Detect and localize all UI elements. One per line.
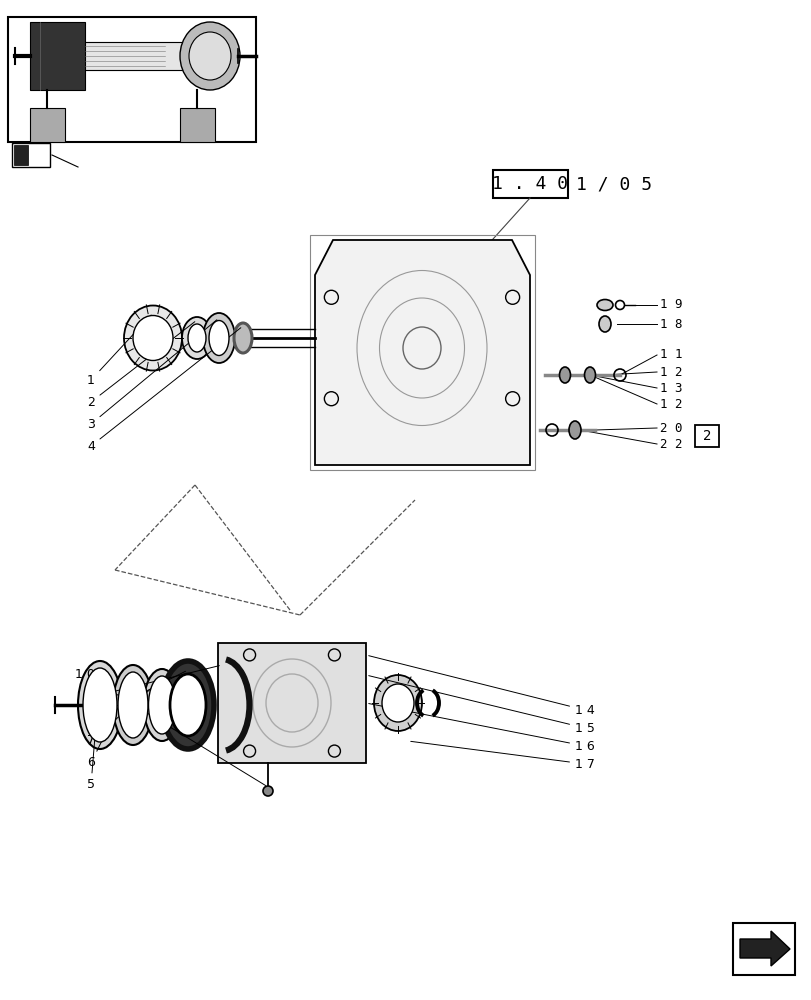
Text: 2 0: 2 0	[659, 422, 682, 434]
Ellipse shape	[113, 665, 152, 745]
Text: 1 1: 1 1	[659, 349, 682, 361]
Ellipse shape	[148, 676, 175, 734]
Ellipse shape	[584, 367, 594, 383]
Ellipse shape	[203, 313, 234, 363]
Text: 3: 3	[87, 320, 217, 430]
Text: 1 4: 1 4	[368, 656, 594, 716]
Bar	[694, 425, 718, 447]
Ellipse shape	[162, 661, 214, 749]
Text: 9: 9	[87, 666, 219, 704]
Text: 1 / 0 5: 1 / 0 5	[575, 175, 651, 193]
Ellipse shape	[118, 672, 148, 738]
Text: 1 7: 1 7	[410, 741, 594, 770]
Text: 1 8: 1 8	[659, 318, 682, 330]
Bar	[732, 923, 794, 975]
Ellipse shape	[182, 317, 212, 359]
Ellipse shape	[83, 668, 117, 742]
Text: 1 5: 1 5	[368, 676, 594, 734]
Ellipse shape	[189, 32, 230, 80]
Text: 5: 5	[87, 678, 100, 791]
Ellipse shape	[208, 320, 229, 356]
Ellipse shape	[234, 323, 251, 353]
Ellipse shape	[599, 316, 610, 332]
Text: 4: 4	[87, 328, 241, 452]
Bar	[30, 22, 85, 90]
Text: 1 . 4 0: 1 . 4 0	[491, 175, 568, 193]
Bar	[310, 235, 534, 470]
Polygon shape	[14, 145, 28, 165]
Text: 2 2: 2 2	[659, 438, 682, 450]
Polygon shape	[180, 108, 215, 142]
Ellipse shape	[180, 22, 240, 90]
Polygon shape	[315, 240, 530, 465]
Polygon shape	[30, 108, 65, 142]
Ellipse shape	[188, 324, 206, 352]
Bar	[12, 143, 50, 167]
Ellipse shape	[133, 316, 173, 360]
Text: 8: 8	[87, 671, 185, 725]
Circle shape	[263, 786, 272, 796]
Bar	[8, 17, 255, 142]
Text: 1 2: 1 2	[659, 397, 682, 410]
Polygon shape	[739, 931, 789, 966]
Text: 7: 7	[87, 681, 160, 747]
Ellipse shape	[78, 661, 122, 749]
Ellipse shape	[124, 306, 182, 370]
Bar	[217, 643, 366, 763]
Ellipse shape	[569, 421, 581, 439]
Ellipse shape	[381, 684, 414, 722]
Text: 1: 1	[87, 315, 151, 386]
Text: 6: 6	[87, 679, 131, 770]
Text: 1 6: 1 6	[368, 704, 594, 752]
Text: 1 2: 1 2	[659, 365, 682, 378]
Ellipse shape	[559, 367, 570, 383]
Ellipse shape	[169, 674, 206, 736]
Ellipse shape	[596, 300, 612, 310]
Text: 1 9: 1 9	[659, 298, 682, 312]
Text: 1 0: 1 0	[75, 668, 265, 786]
Bar	[492, 170, 568, 198]
Text: 1 3: 1 3	[659, 381, 682, 394]
Text: 2: 2	[87, 322, 195, 408]
Text: 2: 2	[702, 429, 710, 443]
Ellipse shape	[144, 669, 180, 741]
Ellipse shape	[374, 675, 422, 731]
